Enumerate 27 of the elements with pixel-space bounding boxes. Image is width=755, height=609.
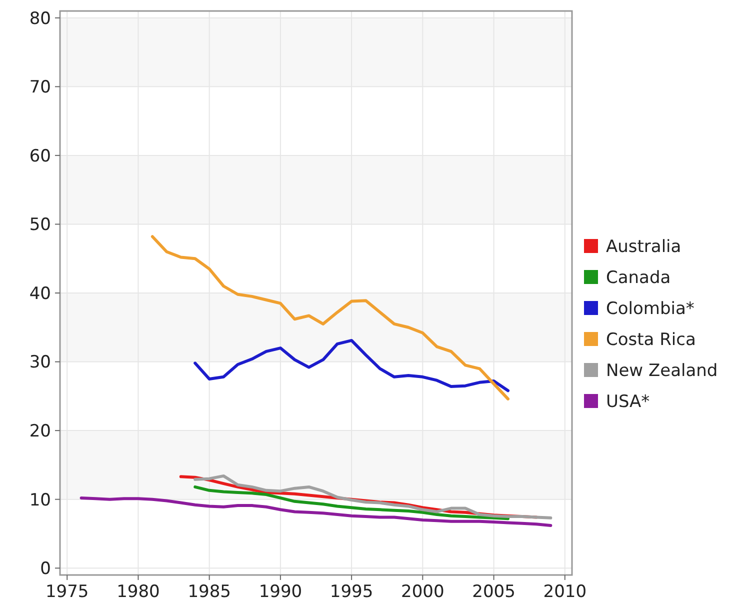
- x-tick-label: 2005: [472, 582, 516, 602]
- y-tick-label: 80: [29, 8, 51, 29]
- legend-label: USA*: [606, 392, 650, 412]
- x-tick-label: 1975: [45, 582, 89, 602]
- line-series: [150, 235, 510, 400]
- legend-label: New Zealand: [606, 360, 718, 381]
- line-series: [194, 485, 510, 520]
- legend-label: Costa Rica: [606, 330, 696, 350]
- legend-label: Australia: [606, 236, 682, 257]
- legend-label: Colombia*: [606, 298, 694, 319]
- x-tick-label: 2000: [401, 582, 444, 602]
- y-tick-label: 60: [29, 146, 51, 166]
- x-tick-label: 1980: [116, 582, 160, 602]
- line-series: [80, 496, 552, 527]
- x-tick-label: 1985: [188, 582, 231, 602]
- y-tick-label: 20: [29, 422, 51, 442]
- x-tick-label: 1995: [330, 582, 374, 602]
- y-tick-label: 70: [29, 78, 51, 98]
- y-tick-label: 0: [40, 559, 51, 580]
- x-tick-label: 1990: [258, 582, 302, 602]
- x-tick-label: 2010: [543, 582, 587, 602]
- y-tick-label: 30: [29, 352, 51, 373]
- line-series: [194, 338, 510, 392]
- y-tick-label: 10: [29, 490, 51, 510]
- y-tick-label: 50: [29, 215, 51, 236]
- y-tick-label: 40: [29, 284, 51, 304]
- legend-label: Canada: [606, 268, 671, 288]
